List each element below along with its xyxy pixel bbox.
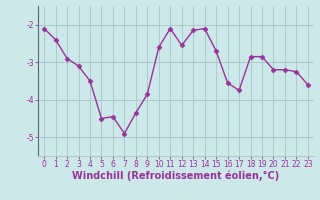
X-axis label: Windchill (Refroidissement éolien,°C): Windchill (Refroidissement éolien,°C) [72,171,280,181]
